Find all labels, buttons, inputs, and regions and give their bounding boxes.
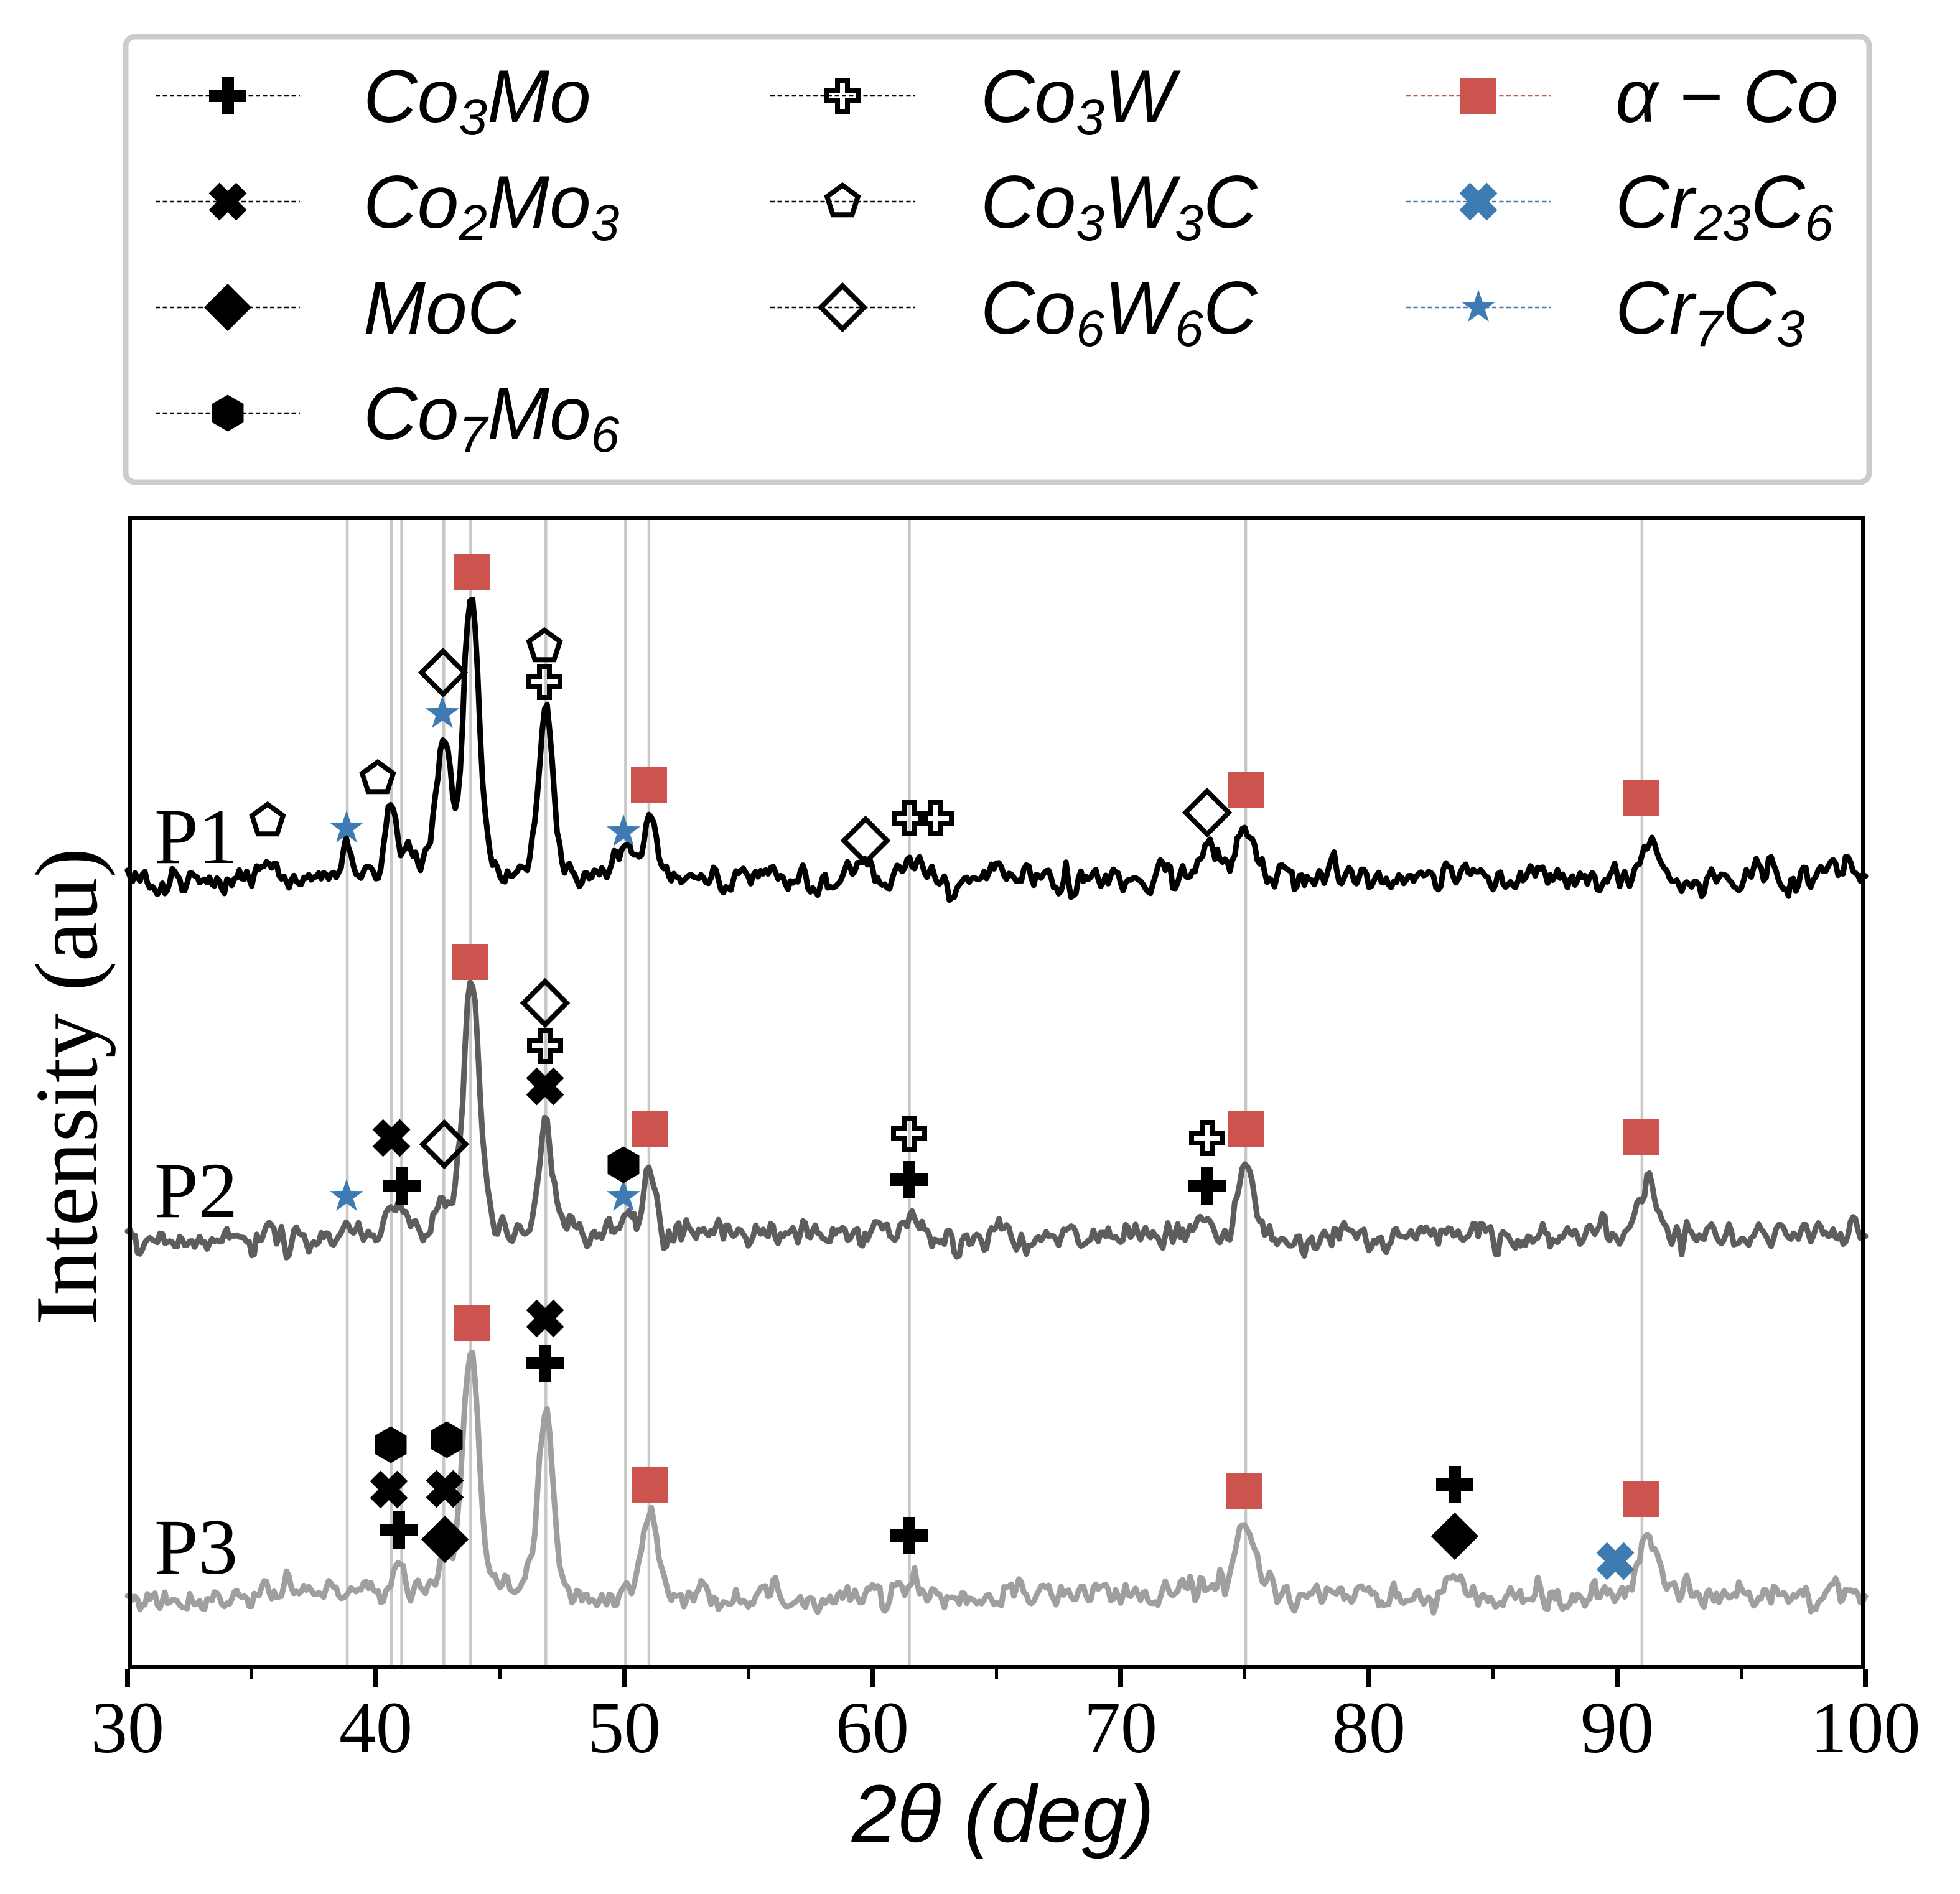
- svg-text:30: 30: [91, 1687, 164, 1768]
- svg-text:Co3W3C: Co3W3C: [981, 161, 1258, 251]
- svg-text:50: 50: [587, 1687, 661, 1768]
- svg-text:90: 90: [1580, 1687, 1654, 1768]
- svg-text:Intensity (au): Intensity (au): [17, 848, 116, 1325]
- svg-text:P2: P2: [154, 1147, 238, 1234]
- svg-text:Co7Mo6: Co7Mo6: [363, 372, 620, 463]
- svg-text:70: 70: [1084, 1687, 1157, 1768]
- svg-text:α − Co: α − Co: [1615, 55, 1839, 138]
- svg-text:100: 100: [1811, 1687, 1921, 1768]
- svg-text:2θ (deg): 2θ (deg): [851, 1768, 1154, 1859]
- svg-text:P3: P3: [154, 1504, 238, 1591]
- svg-text:Co3Mo: Co3Mo: [363, 55, 591, 146]
- svg-text:40: 40: [339, 1687, 413, 1768]
- svg-text:P1: P1: [154, 793, 238, 880]
- svg-text:MoC: MoC: [363, 266, 522, 350]
- svg-text:Co6W6C: Co6W6C: [981, 266, 1258, 357]
- svg-text:Co2Mo3: Co2Mo3: [363, 161, 619, 251]
- svg-text:Cr23C6: Cr23C6: [1615, 161, 1834, 251]
- svg-text:60: 60: [836, 1687, 909, 1768]
- svg-text:80: 80: [1332, 1687, 1406, 1768]
